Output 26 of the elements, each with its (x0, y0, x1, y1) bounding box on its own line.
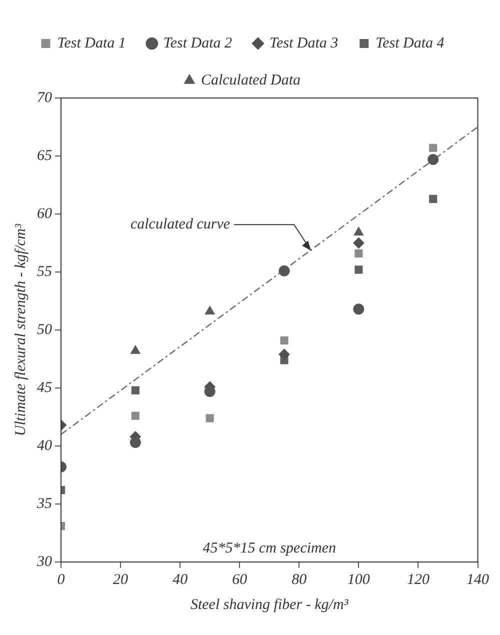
legend-label: Calculated Data (200, 72, 301, 88)
x-tick-label: 40 (172, 572, 188, 588)
y-tick-label: 45 (37, 380, 52, 396)
y-tick-label: 50 (37, 322, 52, 338)
x-tick-label: 0 (57, 572, 66, 588)
x-tick-label: 60 (232, 572, 248, 588)
legend-label: Test Data 2 (163, 35, 232, 52)
legend-label: Test Data 4 (376, 35, 445, 52)
annotation: calculated curve (130, 216, 230, 233)
annotation: 45*5*15 cm specimen (202, 540, 336, 556)
y-tick-label: 55 (37, 264, 52, 280)
y-tick-label: 40 (37, 438, 52, 454)
x-axis-title: Steel shaving fiber - kg/m³ (190, 596, 349, 613)
x-tick-label: 100 (347, 572, 370, 588)
x-tick-label: 80 (292, 572, 308, 588)
legend-label: Test Data 1 (57, 35, 126, 52)
y-tick-label: 60 (37, 206, 52, 222)
legend-label: Test Data 3 (270, 35, 338, 52)
x-tick-label: 140 (466, 572, 490, 588)
y-axis-title: Ultimate flexural strength - kgf/cm³ (12, 223, 29, 436)
y-tick-label: 30 (36, 554, 52, 570)
x-tick-label: 20 (113, 572, 129, 588)
y-tick-label: 70 (37, 90, 52, 106)
y-tick-label: 35 (36, 496, 52, 512)
y-tick-label: 65 (37, 148, 52, 164)
x-tick-label: 120 (406, 572, 430, 588)
